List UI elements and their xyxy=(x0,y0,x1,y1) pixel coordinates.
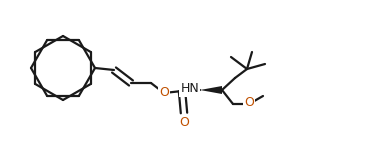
Polygon shape xyxy=(200,86,222,94)
Text: O: O xyxy=(159,85,169,99)
Text: O: O xyxy=(179,116,189,129)
Text: HN: HN xyxy=(180,82,199,96)
Text: O: O xyxy=(244,96,254,110)
